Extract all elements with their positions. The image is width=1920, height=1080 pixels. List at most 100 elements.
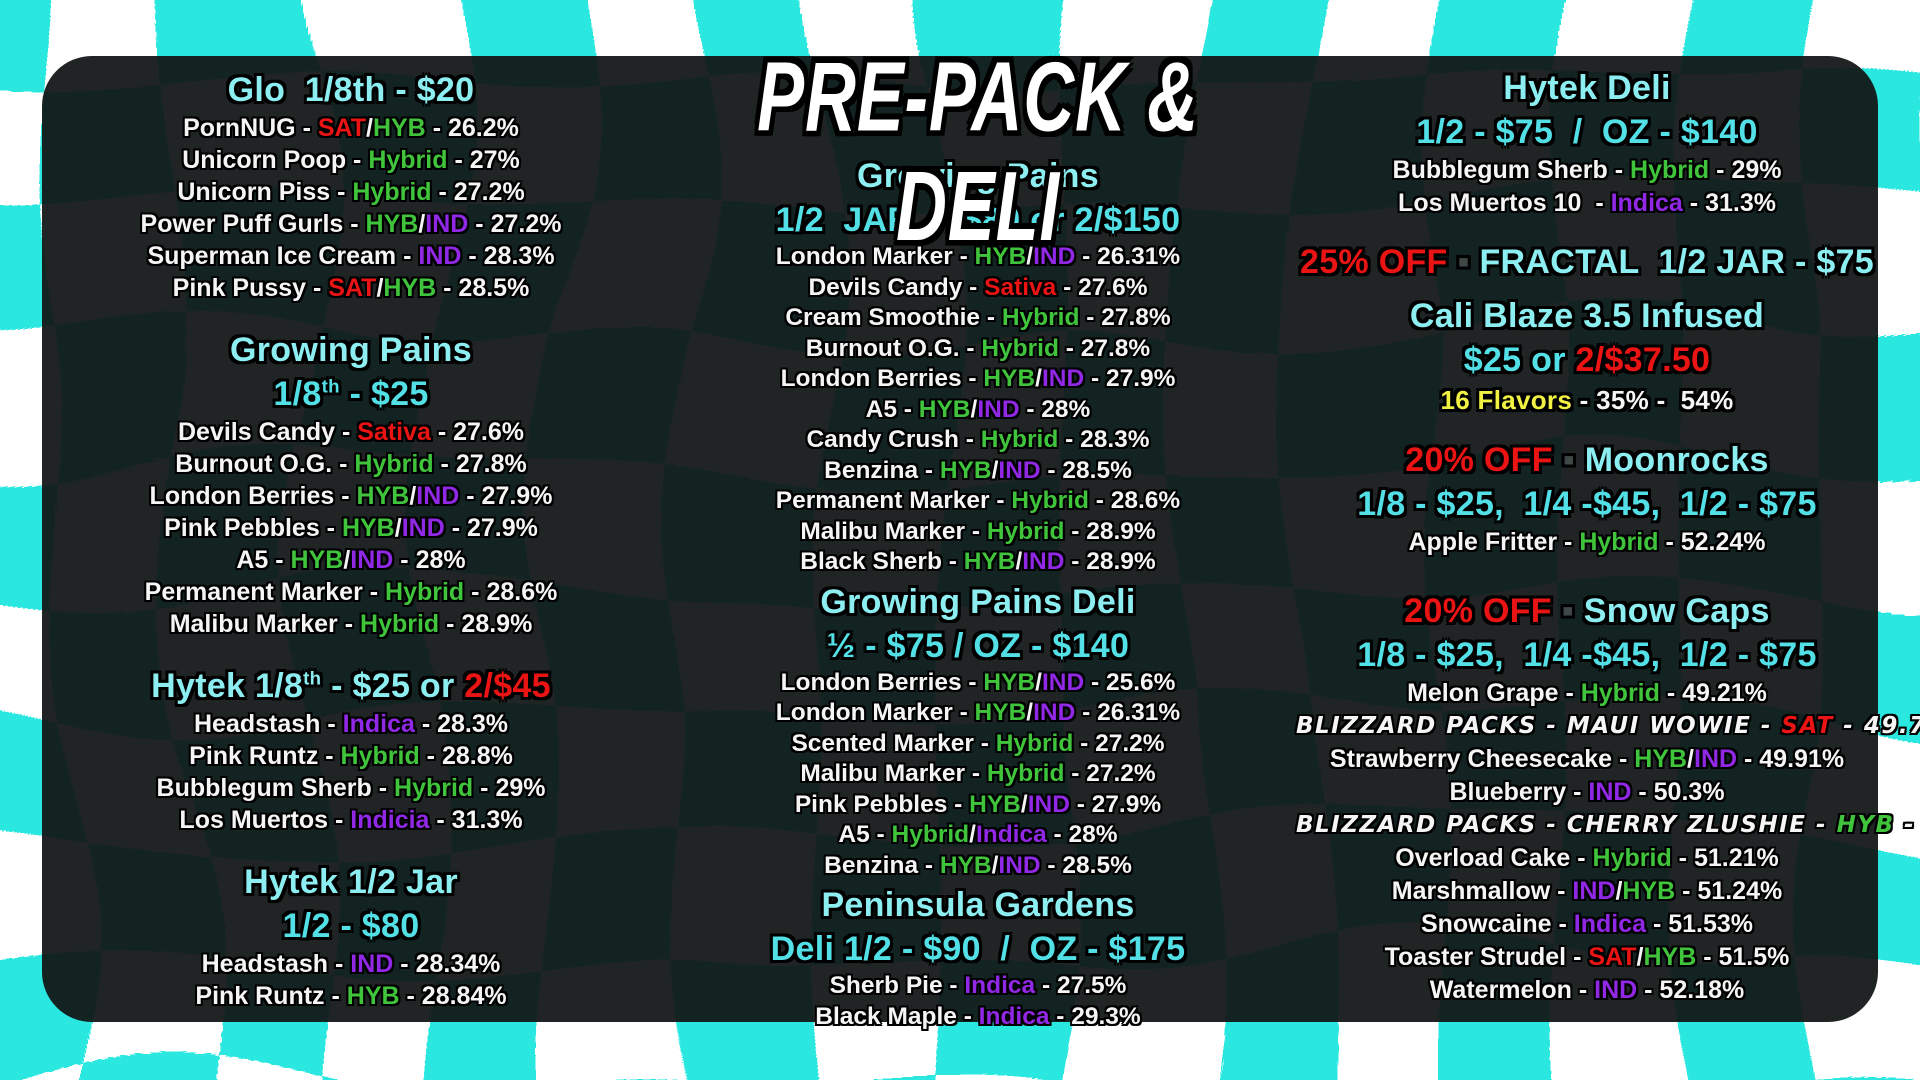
strain-label: Hybrid xyxy=(385,578,465,606)
menu-item: Melon Grape - Hybrid - 49.21% xyxy=(1296,677,1878,710)
section-heading-line: Growing Pains xyxy=(42,328,660,372)
thc-value: 28.5% xyxy=(1062,456,1132,484)
item-name: London Berries xyxy=(780,668,962,696)
strain-label: Hybrid xyxy=(352,178,432,206)
thc-value: 50.3% xyxy=(1653,778,1725,806)
strain-label: Hybrid xyxy=(986,760,1065,787)
separator: / xyxy=(1636,943,1644,971)
heading-text: Growing Pains xyxy=(857,157,1099,195)
item-name: Cream Smoothie xyxy=(785,304,981,331)
menu-item: Permanent Marker - Hybrid - 28.6% xyxy=(660,486,1296,517)
separator: - xyxy=(1064,517,1087,545)
separator: - xyxy=(1088,487,1111,514)
strain-label: Indica xyxy=(964,972,1036,999)
separator: - xyxy=(1058,334,1081,362)
separator: - xyxy=(956,1002,979,1030)
separator: - xyxy=(1557,528,1580,556)
separator: - xyxy=(1806,812,1837,838)
thc-value: 27.8% xyxy=(455,450,527,478)
separator: - xyxy=(459,482,482,510)
thc-value: 31.3% xyxy=(1705,189,1776,217)
menu-title-wrap: PRE-PACK & DELI xyxy=(660,43,1296,262)
separator: - xyxy=(1675,877,1698,905)
menu-section: Growing Pains 1/2 JAR - $80 or 2/$150 Lond… xyxy=(660,154,1296,578)
thc-value: 28.9% xyxy=(1086,517,1156,545)
separator: - xyxy=(1056,273,1079,301)
menu-item: London Marker - HYB/IND - 26.31% xyxy=(660,242,1296,273)
heading-text: FRACTAL 1/2 JAR - $75 xyxy=(1479,243,1874,281)
menu-section: Hytek Deli 1/2 - $75 / OZ - $140 Bubblegum… xyxy=(1296,66,1878,220)
separator: - xyxy=(393,950,416,978)
thc-value: 26.31% xyxy=(1097,243,1181,270)
thc-value: 28.9% xyxy=(461,610,533,638)
menu-board: Glo 1/8th - $20 PornNUG - SAT/HYB - 26.2%… xyxy=(42,43,1920,1030)
item-name: Malibu Marker xyxy=(800,517,966,545)
menu-item: PornNUG - SAT/HYB - 26.2% xyxy=(42,112,660,144)
separator: - xyxy=(918,851,940,879)
separator: - xyxy=(1737,745,1760,773)
thc-value: 49.7% xyxy=(1863,713,1920,739)
menu-item: Superman Ice Cream - IND - 28.3% xyxy=(42,240,660,272)
separator: - xyxy=(965,517,987,545)
separator: - xyxy=(295,114,318,142)
separator: - xyxy=(1637,976,1660,1004)
section-heading-line: Peninsula Gardens xyxy=(660,883,1296,927)
item-name: Black Sherb xyxy=(800,548,942,575)
separator: - xyxy=(1550,877,1573,905)
separator: / xyxy=(366,114,373,142)
thc-value: 49.21% xyxy=(1682,679,1767,707)
menu-item: Scented Marker - Hybrid - 27.2% xyxy=(660,729,1296,760)
separator: - xyxy=(396,242,419,270)
thc-value: 31.3% xyxy=(451,806,523,834)
separator: - xyxy=(414,710,438,738)
item-name: Strawberry Cheesecake xyxy=(1329,745,1613,773)
separator: - xyxy=(989,487,1012,514)
separator: - xyxy=(1551,910,1574,938)
thc-value: 28.84% xyxy=(421,982,507,1010)
strain-label: Indica xyxy=(1610,189,1683,217)
section-heading-line: 1/2 JAR - $80 or 2/$150 xyxy=(660,198,1296,242)
heading-text: 2/$37.50 xyxy=(1575,341,1711,379)
separator: - xyxy=(947,790,970,818)
separator: - xyxy=(896,395,919,423)
section-heading-line: 1/8th - $25 xyxy=(42,372,660,416)
item-name: Permanent Marker xyxy=(144,578,363,606)
separator: / xyxy=(418,210,426,238)
separator: - xyxy=(419,742,442,770)
section-heading-line: Deli 1/2 - $90 / OZ - $175 xyxy=(660,927,1296,971)
item-name: BLIZZARD PACKS - MAUI WOWIE xyxy=(1296,713,1752,739)
item-name: Marshmallow xyxy=(1391,877,1551,905)
item-name: Snowcaine xyxy=(1420,910,1552,938)
menu-item: Cream Smoothie - Hybrid - 27.8% xyxy=(660,303,1296,334)
strain-label: Hybrid xyxy=(891,821,970,848)
item-name: London Marker xyxy=(775,699,953,726)
separator: - xyxy=(1049,1002,1072,1030)
item-name: Sherb Pie xyxy=(829,972,943,999)
heading-text: - $25 xyxy=(339,375,429,413)
item-name: Bubblegum Sherb xyxy=(156,774,372,802)
separator: - xyxy=(346,146,369,174)
separator: - xyxy=(1658,528,1681,556)
separator: - xyxy=(430,418,454,446)
heading-text: Hytek Deli xyxy=(1503,69,1671,107)
section-heading-line: Growing Pains xyxy=(660,154,1296,198)
separator: / xyxy=(409,482,417,510)
item-name: London Berries xyxy=(780,365,962,392)
item-name: Los Muertos 10 xyxy=(1398,189,1589,217)
strain-label: Indicia xyxy=(350,806,430,834)
menu-item: London Berries - HYB/IND - 25.6% xyxy=(660,668,1296,699)
heading-text: th xyxy=(303,667,322,689)
strain-label: Hybrid xyxy=(368,146,448,174)
heading-text: ½ - $75 / OZ - $140 xyxy=(826,626,1130,665)
separator: / xyxy=(343,546,351,574)
strain-label: Hybrid xyxy=(340,742,420,770)
strain-label: IND xyxy=(977,395,1020,423)
item-name: Permanent Marker xyxy=(775,487,990,514)
menu-section: Growing Pains Deli ½ - $75 / OZ - $140 Lon… xyxy=(660,580,1296,882)
separator: - xyxy=(1588,189,1611,217)
separator: - xyxy=(961,365,984,392)
heading-text: ▪ xyxy=(1447,243,1480,281)
thc-value: 27.5% xyxy=(1056,972,1127,999)
heading-text: ▪ xyxy=(1552,441,1585,479)
separator: / xyxy=(1615,877,1623,905)
